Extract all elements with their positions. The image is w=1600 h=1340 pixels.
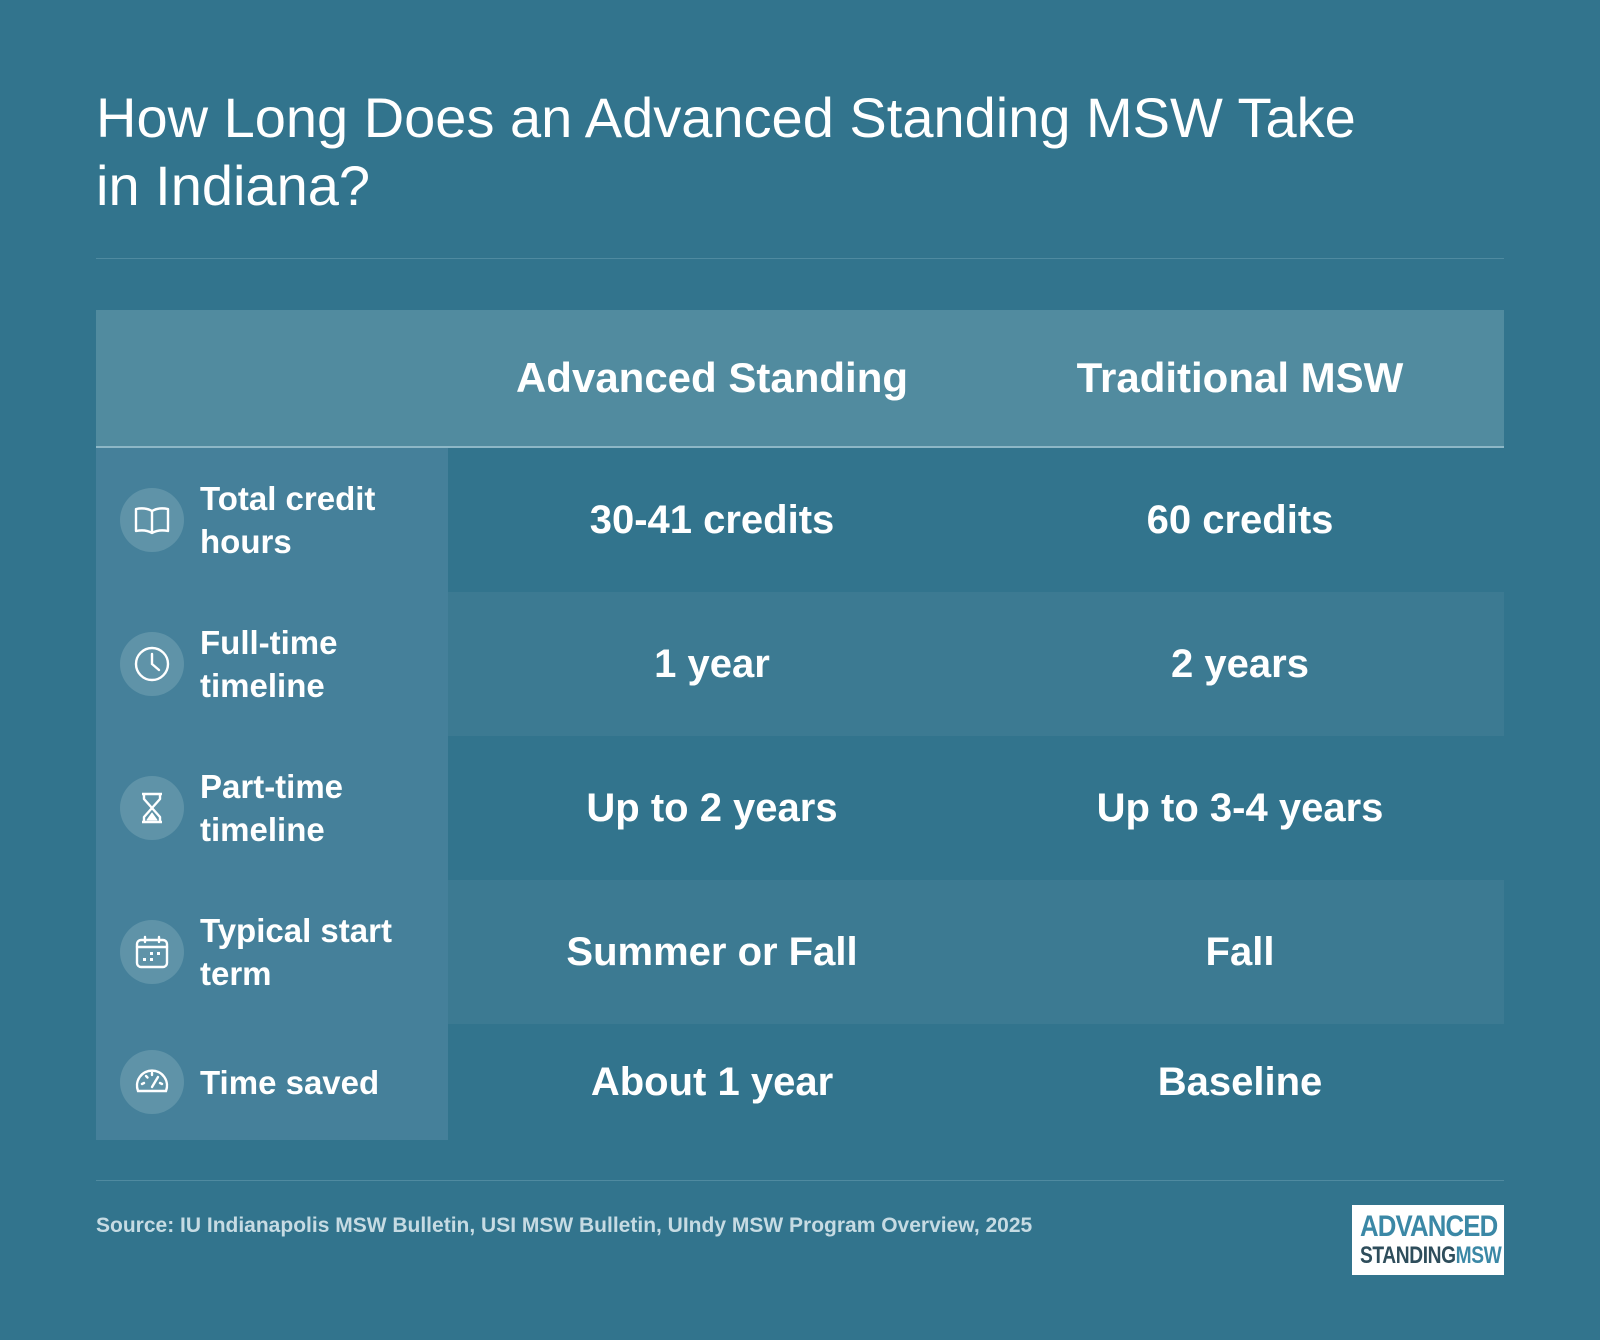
row-label: Full-time timeline (200, 624, 338, 704)
book-icon (120, 488, 184, 552)
row-label: Typical start term (200, 912, 392, 992)
logo-line-2: STANDINGMSW (1360, 1242, 1502, 1269)
clock-icon (120, 632, 184, 696)
cell-advanced: 1 year (448, 592, 976, 736)
cell-traditional: Fall (976, 880, 1504, 1024)
row-label: Total credit hours (200, 480, 376, 560)
page-title: How Long Does an Advanced Standing MSW T… (96, 86, 1356, 217)
row-label-cell: Total credit hours (96, 448, 448, 592)
column-header-traditional: Traditional MSW (1076, 354, 1404, 401)
column-header-advanced: Advanced Standing (515, 354, 909, 401)
cell-traditional: Baseline (976, 1024, 1504, 1140)
comparison-table: Advanced Standing Traditional MSW Total … (96, 310, 1504, 1140)
table-header: Advanced Standing Traditional MSW (96, 310, 1504, 448)
table-row: Part-time timeline Up to 2 years Up to 3… (96, 736, 1504, 880)
cell-traditional: Up to 3-4 years (976, 736, 1504, 880)
table-row: Typical start term Summer or Fall Fall (96, 880, 1504, 1024)
logo-word-standing: STANDING (1360, 1242, 1456, 1269)
table-row: Time saved About 1 year Baseline (96, 1024, 1504, 1140)
divider-top (96, 258, 1504, 259)
speedometer-icon (120, 1050, 184, 1114)
brand-logo: ADVANCED STANDINGMSW (1352, 1205, 1504, 1275)
row-label: Part-time timeline (200, 768, 344, 848)
row-label-cell: Part-time timeline (96, 736, 448, 880)
hourglass-icon (120, 776, 184, 840)
cell-traditional: 60 credits (976, 448, 1504, 592)
row-label-cell: Full-time timeline (96, 592, 448, 736)
row-label-cell: Time saved (96, 1024, 448, 1140)
cell-traditional: 2 years (976, 592, 1504, 736)
divider-bottom (96, 1180, 1504, 1181)
calendar-icon (120, 920, 184, 984)
cell-advanced: 30-41 credits (448, 448, 976, 592)
cell-advanced: Up to 2 years (448, 736, 976, 880)
row-label-cell: Typical start term (96, 880, 448, 1024)
logo-word-msw: MSW (1455, 1242, 1502, 1269)
logo-line-1: ADVANCED (1360, 1210, 1498, 1243)
cell-advanced: Summer or Fall (448, 880, 976, 1024)
source-note: Source: IU Indianapolis MSW Bulletin, US… (96, 1214, 1033, 1237)
cell-advanced: About 1 year (448, 1024, 976, 1140)
table-row: Full-time timeline 1 year 2 years (96, 592, 1504, 736)
row-label: Time saved (200, 1063, 380, 1101)
table-row: Total credit hours 30-41 credits 60 cred… (96, 448, 1504, 592)
